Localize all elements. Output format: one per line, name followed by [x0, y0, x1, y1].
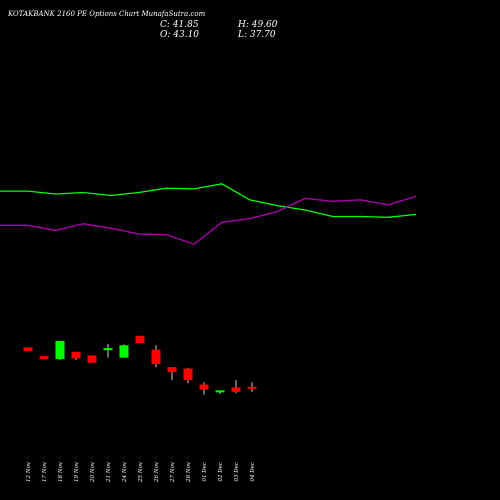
candle-body — [151, 349, 161, 365]
candle — [103, 343, 113, 358]
x-tick-label: 28 Nov — [186, 461, 192, 483]
candle — [23, 347, 33, 352]
x-tick-label: 20 Nov — [90, 461, 96, 483]
candle-body — [55, 340, 65, 360]
candle-body — [103, 348, 113, 351]
candle-body — [39, 356, 49, 360]
chart-title: KOTAKBANK 2160 PE Options Chart MunafaSu… — [7, 10, 206, 18]
candle-body — [167, 367, 177, 373]
x-tick-label: 02 Dec — [218, 462, 224, 482]
candle-body — [215, 390, 225, 393]
candle — [215, 390, 225, 394]
x-tick-label: 24 Nov — [122, 461, 128, 483]
candle — [119, 344, 129, 358]
candle-body — [183, 368, 193, 381]
x-tick-label: 21 Nov — [106, 461, 112, 483]
candle-body — [135, 335, 145, 344]
x-axis-ticks: 12 Nov 17 Nov 18 Nov 19 Nov 20 Nov 21 Nov 24 N… — [26, 461, 256, 483]
x-tick-label: 17 Nov — [42, 461, 48, 482]
high-label: H: 49.60 — [237, 20, 278, 30]
candle — [87, 355, 97, 363]
candle — [151, 345, 161, 368]
x-tick-label: 04 Dec — [250, 462, 256, 482]
indicator-lines — [0, 183, 417, 245]
candle — [247, 382, 257, 392]
candle-body — [23, 347, 33, 352]
candle-body — [119, 345, 129, 358]
candle-body — [199, 384, 209, 390]
x-tick-label: 01 Dec — [202, 462, 208, 482]
x-tick-label: 19 Nov — [74, 461, 80, 482]
candles — [23, 335, 257, 395]
candle — [231, 380, 241, 394]
candle-body — [71, 351, 81, 359]
x-tick-label: 12 Nov — [26, 461, 32, 482]
candle-body — [231, 387, 241, 392]
x-tick-label: 27 Nov — [170, 461, 176, 483]
candle — [199, 382, 209, 395]
x-tick-label: 18 Nov — [58, 461, 64, 482]
candle-body — [247, 386, 257, 389]
candle — [71, 351, 81, 360]
low-label: L: 37.70 — [237, 30, 276, 40]
x-tick-label: 25 Nov — [138, 461, 144, 483]
open-label: O: 43.10 — [160, 30, 199, 40]
purple-indicator-line — [0, 195, 417, 245]
candle — [135, 335, 145, 344]
candle-body — [87, 355, 97, 363]
candle — [167, 367, 177, 381]
candle — [183, 367, 193, 384]
x-tick-label: 26 Nov — [154, 461, 160, 483]
close-label: C: 41.85 — [160, 20, 199, 30]
candle — [39, 356, 49, 360]
green-indicator-line — [0, 183, 417, 218]
x-tick-label: 03 Dec — [234, 462, 240, 482]
candle — [55, 340, 65, 360]
